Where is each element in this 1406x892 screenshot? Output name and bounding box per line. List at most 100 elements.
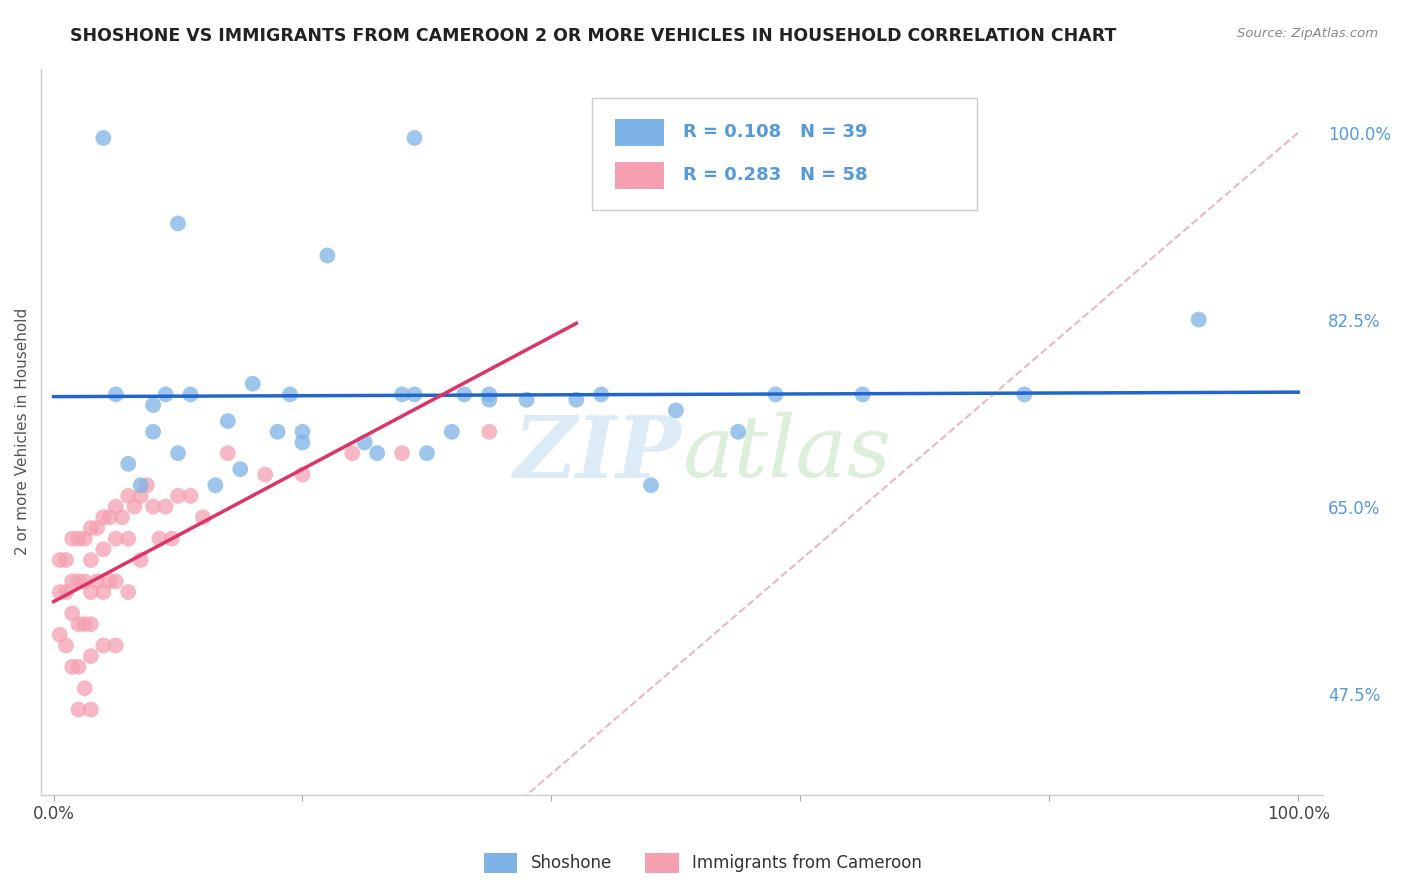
Point [142, 500, 165, 514]
Point [49, 553, 72, 567]
Point [80, 553, 103, 567]
Point [55, 639, 77, 653]
Point [117, 532, 139, 546]
Point [167, 216, 190, 230]
Point [1014, 387, 1036, 401]
Text: SHOSHONE VS IMMIGRANTS FROM CAMEROON 2 OR MORE VEHICLES IN HOUSEHOLD CORRELATION: SHOSHONE VS IMMIGRANTS FROM CAMEROON 2 O… [70, 27, 1116, 45]
Point [852, 387, 875, 401]
Point [93, 542, 115, 557]
Point [148, 532, 170, 546]
Point [117, 585, 139, 599]
Point [515, 392, 537, 407]
Point [111, 510, 134, 524]
Point [80, 649, 103, 664]
Point [291, 435, 314, 450]
Point [93, 510, 115, 524]
Point [86, 521, 108, 535]
Point [316, 248, 339, 262]
Point [60, 660, 83, 674]
Point [67, 660, 90, 674]
Point [478, 387, 501, 401]
Point [291, 425, 314, 439]
Point [60, 607, 83, 621]
Point [67, 574, 90, 589]
Point [73, 532, 96, 546]
FancyBboxPatch shape [592, 97, 977, 211]
Point [129, 553, 152, 567]
Point [254, 467, 277, 482]
Point [404, 387, 426, 401]
Point [640, 478, 662, 492]
Point [80, 617, 103, 632]
Point [453, 387, 475, 401]
Y-axis label: 2 or more Vehicles in Household: 2 or more Vehicles in Household [15, 308, 30, 556]
Point [391, 446, 413, 460]
Point [104, 574, 127, 589]
Point [266, 425, 288, 439]
Point [391, 387, 413, 401]
Point [353, 435, 375, 450]
Point [93, 639, 115, 653]
Point [117, 457, 139, 471]
Point [135, 478, 157, 492]
Point [765, 387, 787, 401]
Point [142, 398, 165, 412]
Point [727, 425, 749, 439]
Point [73, 574, 96, 589]
Point [167, 489, 190, 503]
Legend: Shoshone, Immigrants from Cameroon: Shoshone, Immigrants from Cameroon [478, 847, 928, 880]
Point [342, 446, 364, 460]
Point [179, 387, 201, 401]
Point [478, 392, 501, 407]
Point [67, 532, 90, 546]
Point [665, 403, 688, 417]
Point [60, 532, 83, 546]
Point [167, 446, 190, 460]
Point [204, 478, 226, 492]
Point [478, 425, 501, 439]
Point [217, 414, 239, 428]
Point [155, 500, 177, 514]
Point [80, 703, 103, 717]
Point [73, 617, 96, 632]
Point [1188, 312, 1211, 326]
Point [80, 521, 103, 535]
FancyBboxPatch shape [616, 161, 664, 189]
Text: R = 0.108   N = 39: R = 0.108 N = 39 [683, 123, 868, 142]
Point [73, 681, 96, 696]
Point [217, 446, 239, 460]
FancyBboxPatch shape [616, 119, 664, 146]
Point [179, 489, 201, 503]
Point [104, 639, 127, 653]
Point [60, 574, 83, 589]
Text: ZIP: ZIP [515, 412, 682, 495]
Point [93, 585, 115, 599]
Text: R = 0.283   N = 58: R = 0.283 N = 58 [683, 166, 868, 185]
Point [98, 510, 121, 524]
Point [98, 574, 121, 589]
Point [124, 500, 146, 514]
Point [404, 131, 426, 145]
Point [591, 387, 613, 401]
Text: atlas: atlas [682, 412, 891, 495]
Point [104, 532, 127, 546]
Point [80, 585, 103, 599]
Point [49, 628, 72, 642]
Point [67, 617, 90, 632]
Point [129, 489, 152, 503]
Point [291, 467, 314, 482]
Point [104, 387, 127, 401]
Point [67, 703, 90, 717]
Point [229, 462, 252, 476]
Point [416, 446, 439, 460]
Point [565, 392, 588, 407]
Point [86, 574, 108, 589]
Point [278, 387, 301, 401]
Point [49, 585, 72, 599]
Text: Source: ZipAtlas.com: Source: ZipAtlas.com [1237, 27, 1378, 40]
Point [191, 510, 214, 524]
Point [93, 131, 115, 145]
Point [155, 387, 177, 401]
Point [242, 376, 264, 391]
Point [440, 425, 463, 439]
